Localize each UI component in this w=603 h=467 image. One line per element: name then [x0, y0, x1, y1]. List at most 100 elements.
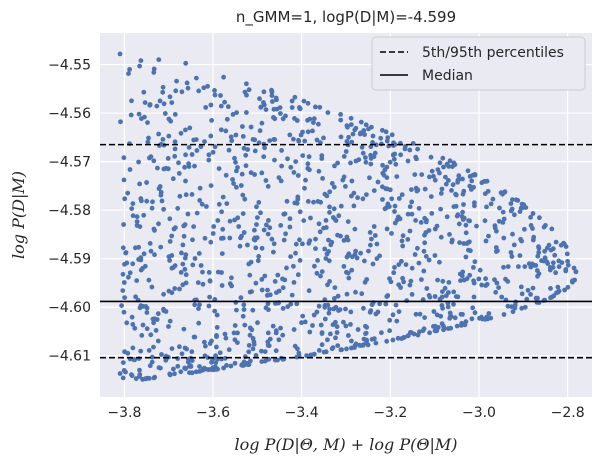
scatter-point — [172, 139, 178, 145]
scatter-point — [257, 96, 262, 102]
scatter-point — [448, 313, 453, 319]
scatter-point — [245, 147, 251, 152]
scatter-point — [291, 263, 296, 269]
scatter-point — [158, 244, 164, 250]
scatter-point — [279, 163, 284, 169]
scatter-point — [399, 258, 404, 264]
scatter-point — [535, 295, 540, 301]
scatter-point — [493, 245, 499, 250]
scatter-point — [136, 111, 142, 117]
scatter-point — [501, 264, 506, 270]
scatter-point — [271, 115, 276, 120]
scatter-point — [271, 249, 276, 255]
scatter-point — [186, 161, 192, 167]
scatter-point — [177, 193, 183, 199]
scatter-point — [161, 166, 167, 172]
scatter-point — [431, 173, 436, 179]
scatter-point — [343, 323, 349, 329]
scatter-point — [223, 128, 229, 134]
scatter-point — [175, 363, 181, 369]
scatter-point — [380, 197, 385, 202]
scatter-point — [157, 98, 163, 104]
scatter-point — [137, 305, 143, 311]
scatter-point — [294, 118, 300, 123]
scatter-point — [432, 323, 438, 329]
scatter-point — [387, 276, 392, 281]
scatter-point — [280, 306, 286, 311]
scatter-point — [254, 204, 259, 210]
scatter-point — [344, 291, 350, 297]
scatter-point — [530, 285, 536, 291]
scatter-point — [367, 230, 373, 235]
scatter-point — [141, 89, 147, 95]
scatter-point — [395, 335, 401, 341]
scatter-point — [189, 152, 195, 157]
scatter-point — [438, 206, 443, 212]
scatter-point — [363, 159, 369, 165]
scatter-point — [206, 152, 212, 158]
scatter-point — [177, 286, 182, 292]
scatter-point — [295, 173, 301, 178]
scatter-point — [345, 219, 351, 225]
scatter-point — [343, 149, 349, 154]
scatter-point — [387, 317, 393, 323]
scatter-point — [370, 133, 376, 139]
scatter-point — [310, 323, 315, 328]
scatter-point — [387, 328, 392, 334]
scatter-point — [289, 292, 295, 298]
scatter-point — [316, 168, 322, 174]
scatter-point — [300, 153, 306, 159]
scatter-point — [570, 278, 575, 284]
scatter-point — [302, 138, 308, 144]
scatter-point — [334, 330, 340, 335]
scatter-point — [326, 310, 332, 316]
scatter-point — [212, 88, 217, 93]
scatter-point — [522, 264, 528, 269]
scatter-point — [341, 264, 347, 269]
scatter-point — [157, 184, 163, 189]
scatter-point — [549, 294, 555, 300]
scatter-point — [427, 294, 433, 300]
scatter-point — [167, 216, 173, 222]
scatter-point — [438, 191, 444, 196]
scatter-point — [368, 161, 374, 167]
scatter-point — [409, 199, 415, 205]
scatter-point — [510, 309, 516, 315]
scatter-point — [156, 57, 162, 63]
scatter-point — [459, 320, 465, 326]
scatter-point — [400, 275, 405, 281]
scatter-point — [197, 369, 203, 374]
scatter-point — [482, 218, 488, 224]
scatter-point — [465, 168, 471, 174]
scatter-point — [387, 159, 393, 165]
y-axis-ticks: −4.61 −4.60 −4.59 −4.58 −4.57 −4.56 −4.55 — [48, 58, 91, 365]
scatter-point — [451, 301, 456, 307]
scatter-point — [142, 376, 148, 382]
scatter-point — [316, 221, 322, 227]
scatter-point — [332, 285, 338, 290]
scatter-point — [417, 329, 422, 335]
scatter-point — [357, 131, 363, 137]
scatter-point — [401, 279, 406, 285]
scatter-point — [199, 201, 205, 207]
scatter-point — [352, 127, 358, 133]
scatter-point — [511, 242, 517, 248]
scatter-point — [230, 112, 236, 117]
scatter-point — [405, 333, 411, 339]
scatter-point — [234, 168, 239, 174]
y-tick-label: −4.56 — [48, 106, 91, 122]
scatter-point — [219, 283, 225, 288]
scatter-point — [255, 215, 260, 221]
scatter-point — [396, 282, 402, 288]
scatter-point — [194, 210, 200, 216]
scatter-point — [138, 267, 144, 273]
scatter-point — [379, 330, 384, 336]
scatter-point — [274, 106, 280, 112]
scatter-point — [338, 203, 344, 209]
scatter-point — [269, 236, 275, 242]
scatter-point — [297, 258, 303, 263]
scatter-point — [348, 122, 354, 127]
scatter-point — [183, 60, 189, 66]
scatter-point — [206, 367, 211, 373]
scatter-point — [392, 203, 398, 209]
